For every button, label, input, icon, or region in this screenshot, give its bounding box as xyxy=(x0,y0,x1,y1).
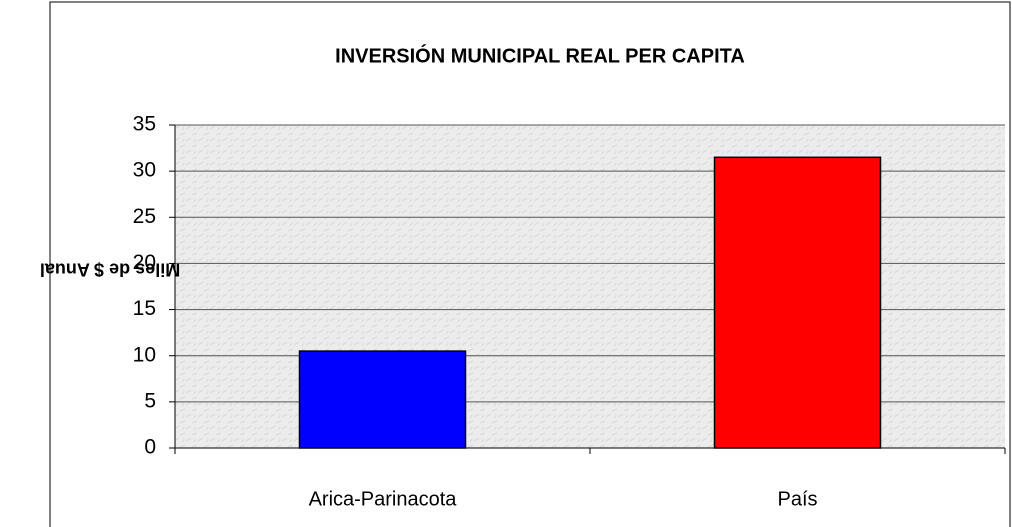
y-tick-label: 15 xyxy=(133,297,156,320)
x-tick-label: Arica-Parinacota xyxy=(309,488,458,510)
y-tick-label: 10 xyxy=(133,343,156,366)
bar xyxy=(298,350,467,449)
chart-title: INVERSIÓN MUNICIPAL REAL PER CAPITA xyxy=(335,43,745,67)
y-tick-label: 20 xyxy=(133,251,156,274)
y-tick-label: 30 xyxy=(133,159,156,182)
y-tick-label: 0 xyxy=(144,436,156,459)
y-axis-label: Miles de $ Anual xyxy=(40,259,180,279)
bar xyxy=(713,156,882,449)
frame xyxy=(49,1,1011,527)
y-tick-label: 25 xyxy=(133,205,156,228)
x-tick-label: País xyxy=(777,488,817,510)
y-tick-label: 5 xyxy=(144,389,156,412)
y-tick-label: 35 xyxy=(133,113,156,136)
